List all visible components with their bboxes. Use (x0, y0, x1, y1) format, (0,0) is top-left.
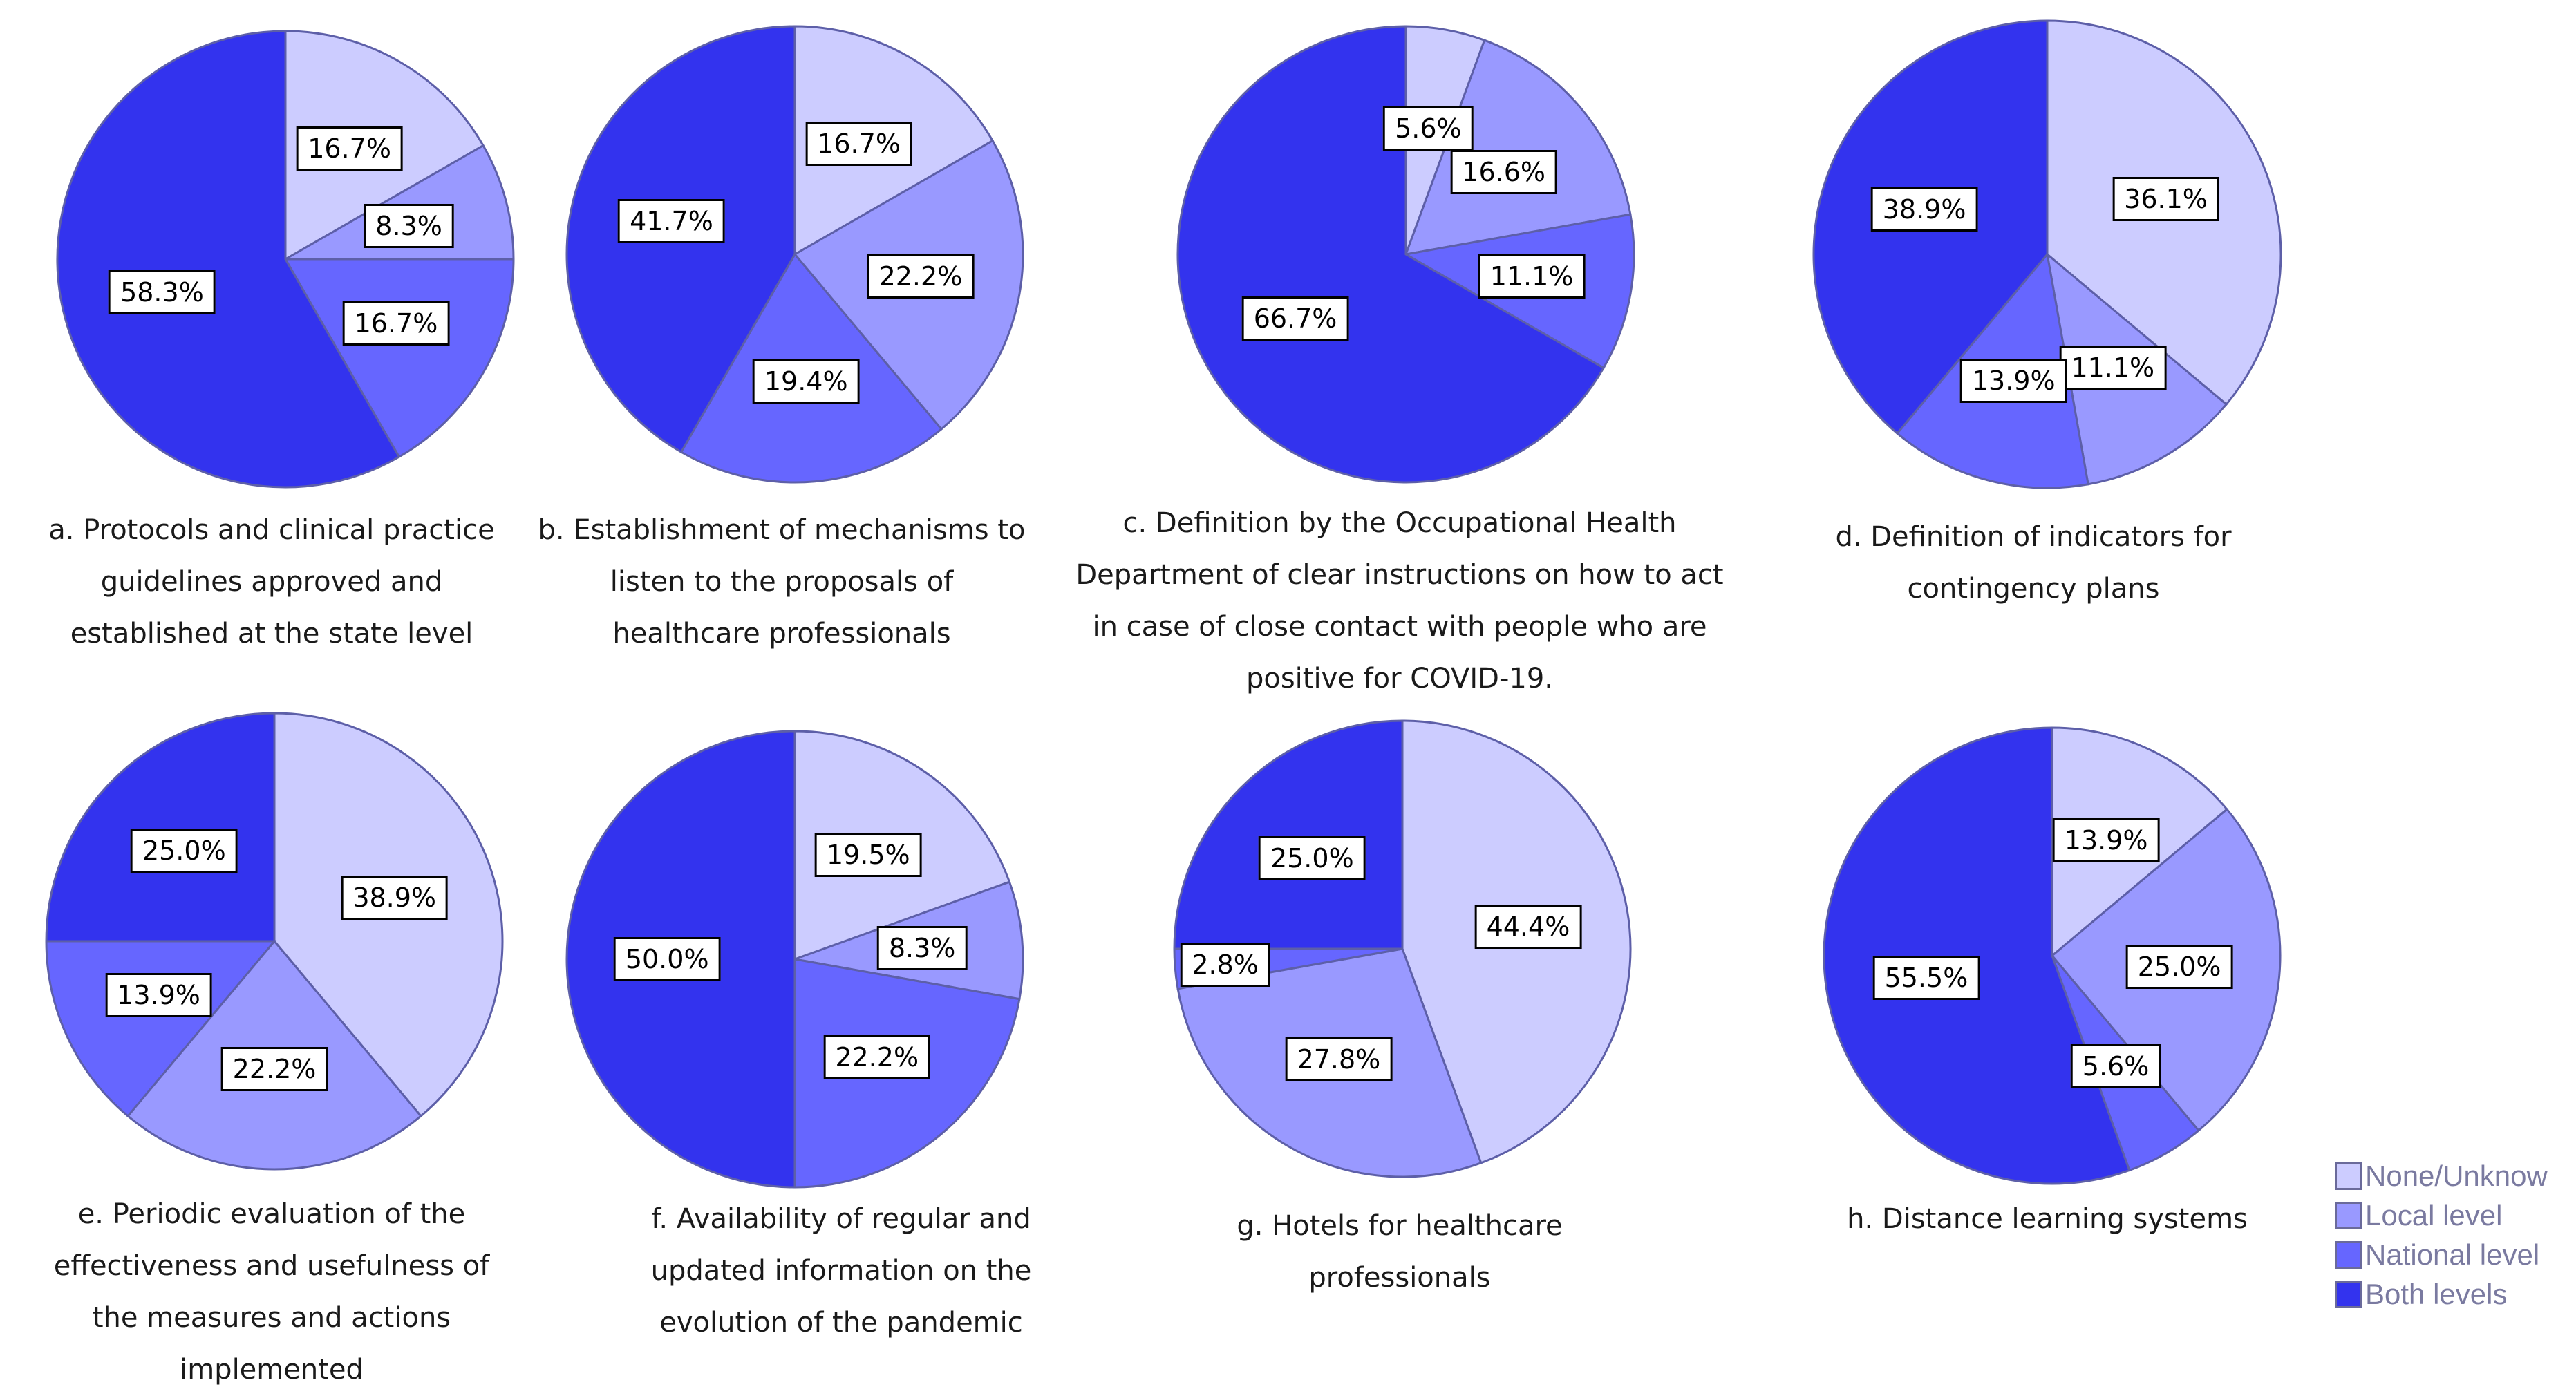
data-label: 13.9% (105, 973, 212, 1018)
data-label: 22.2% (867, 254, 975, 299)
pie-caption: a. Protocols and clinical practice guidel… (23, 504, 520, 660)
caption-line: established at the state level (70, 618, 473, 650)
data-label: 16.7% (296, 126, 403, 171)
legend-item-local: Local level (2335, 1196, 2548, 1235)
pie-slice-national-level (283, 258, 515, 459)
data-label: 27.8% (1285, 1037, 1393, 1082)
legend-label-local: Local level (2365, 1198, 2503, 1231)
data-label: 5.6% (1383, 106, 1474, 151)
legend-swatch-national (2335, 1240, 2362, 1269)
data-label: 13.9% (2052, 818, 2160, 862)
legend-item-both: Both levels (2335, 1274, 2548, 1314)
caption-line: the measures and actions (92, 1302, 451, 1334)
data-label: 41.7% (618, 199, 725, 244)
caption-line: e. Periodic evaluation of the (77, 1198, 466, 1230)
data-label: 13.9% (1959, 358, 2067, 403)
caption-line: updated information on the (650, 1255, 1032, 1287)
data-label: 16.7% (342, 301, 450, 346)
pie-caption: b. Establishment of mechanisms to listen … (519, 504, 1044, 660)
data-label: 44.4% (1474, 904, 1582, 949)
legend-swatch-local (2335, 1201, 2362, 1229)
pie-slice-both-levels (45, 712, 276, 943)
pie-caption: d. Definition of indicators for contingen… (1771, 511, 2296, 615)
caption-line: implemented (180, 1354, 364, 1386)
data-label: 5.6% (2070, 1044, 2161, 1089)
data-label: 16.7% (805, 122, 912, 167)
data-label: 11.1% (1478, 254, 1586, 299)
data-label: 8.3% (876, 926, 968, 971)
caption-line: guidelines approved and (100, 566, 443, 598)
caption-line: contingency plans (1907, 573, 2160, 605)
caption-line: c. Definition by the Occupational Health (1122, 507, 1677, 539)
pie-slice-local-level (1404, 39, 1632, 256)
caption-line: a. Protocols and clinical practice (48, 514, 495, 546)
data-label: 19.5% (814, 832, 922, 877)
pie-slice-both-levels (1173, 719, 1404, 950)
legend: None/Unknow Local level National level B… (2335, 1156, 2548, 1314)
data-label: 58.3% (109, 270, 216, 314)
legend-label-none: None/Unknow (2365, 1159, 2548, 1192)
data-label: 22.2% (823, 1035, 931, 1079)
data-label: 66.7% (1241, 296, 1349, 341)
caption-line: positive for COVID-19. (1245, 663, 1554, 695)
pie-slice-local-level (281, 144, 515, 261)
data-label: 19.4% (752, 359, 860, 404)
caption-line: healthcare professionals (612, 618, 951, 650)
legend-swatch-both (2335, 1280, 2362, 1308)
caption-line: professionals (1308, 1262, 1491, 1294)
data-label: 38.9% (1870, 187, 1978, 232)
legend-item-none: None/Unknow (2335, 1156, 2548, 1196)
data-label: 2.8% (1180, 942, 1270, 987)
caption-line: Department of clear instructions on how … (1075, 559, 1724, 591)
legend-label-both: Both levels (2365, 1277, 2508, 1310)
pie-caption: f. Availability of regular and updated in… (579, 1193, 1104, 1349)
pie-caption: g. Hotels for healthcare professionals (1137, 1200, 1662, 1304)
data-label: 8.3% (364, 204, 454, 249)
caption-line: f. Availability of regular and (651, 1203, 1031, 1235)
caption-line: evolution of the pandemic (659, 1307, 1023, 1339)
caption-line: g. Hotels for healthcare (1237, 1210, 1563, 1242)
data-label: 38.9% (341, 875, 449, 920)
pie-slice-national-level (45, 940, 277, 1118)
data-label: 25.0% (2125, 945, 2233, 990)
pie-caption: e. Periodic evaluation of the effectivene… (23, 1189, 520, 1396)
pie-caption: h. Distance learning systems (1785, 1193, 2310, 1245)
data-label: 55.5% (1872, 955, 1980, 1000)
data-label: 11.1% (2059, 345, 2167, 390)
caption-line: d. Definition of indicators for (1835, 521, 2232, 553)
data-label: 25.0% (1258, 836, 1366, 881)
pie-slice-both-levels (1176, 25, 1606, 484)
data-label: 25.0% (130, 829, 238, 873)
caption-line: b. Establishment of mechanisms to (538, 514, 1026, 546)
caption-line: h. Distance learning systems (1847, 1203, 2248, 1235)
data-label: 16.6% (1450, 150, 1557, 195)
caption-line: in case of close contact with people who… (1092, 611, 1707, 643)
data-label: 36.1% (2112, 176, 2219, 221)
pie-slice-both-levels (56, 30, 401, 489)
legend-item-national: National level (2335, 1235, 2548, 1274)
legend-swatch-none (2335, 1162, 2362, 1190)
caption-line: listen to the proposals of (610, 566, 954, 598)
caption-line: effectiveness and usefulness of (53, 1250, 490, 1282)
data-label: 22.2% (220, 1046, 328, 1091)
pie-caption: c. Definition by the Occupational Health… (1068, 498, 1731, 705)
data-label: 50.0% (613, 937, 721, 981)
legend-label-national: National level (2365, 1238, 2540, 1271)
